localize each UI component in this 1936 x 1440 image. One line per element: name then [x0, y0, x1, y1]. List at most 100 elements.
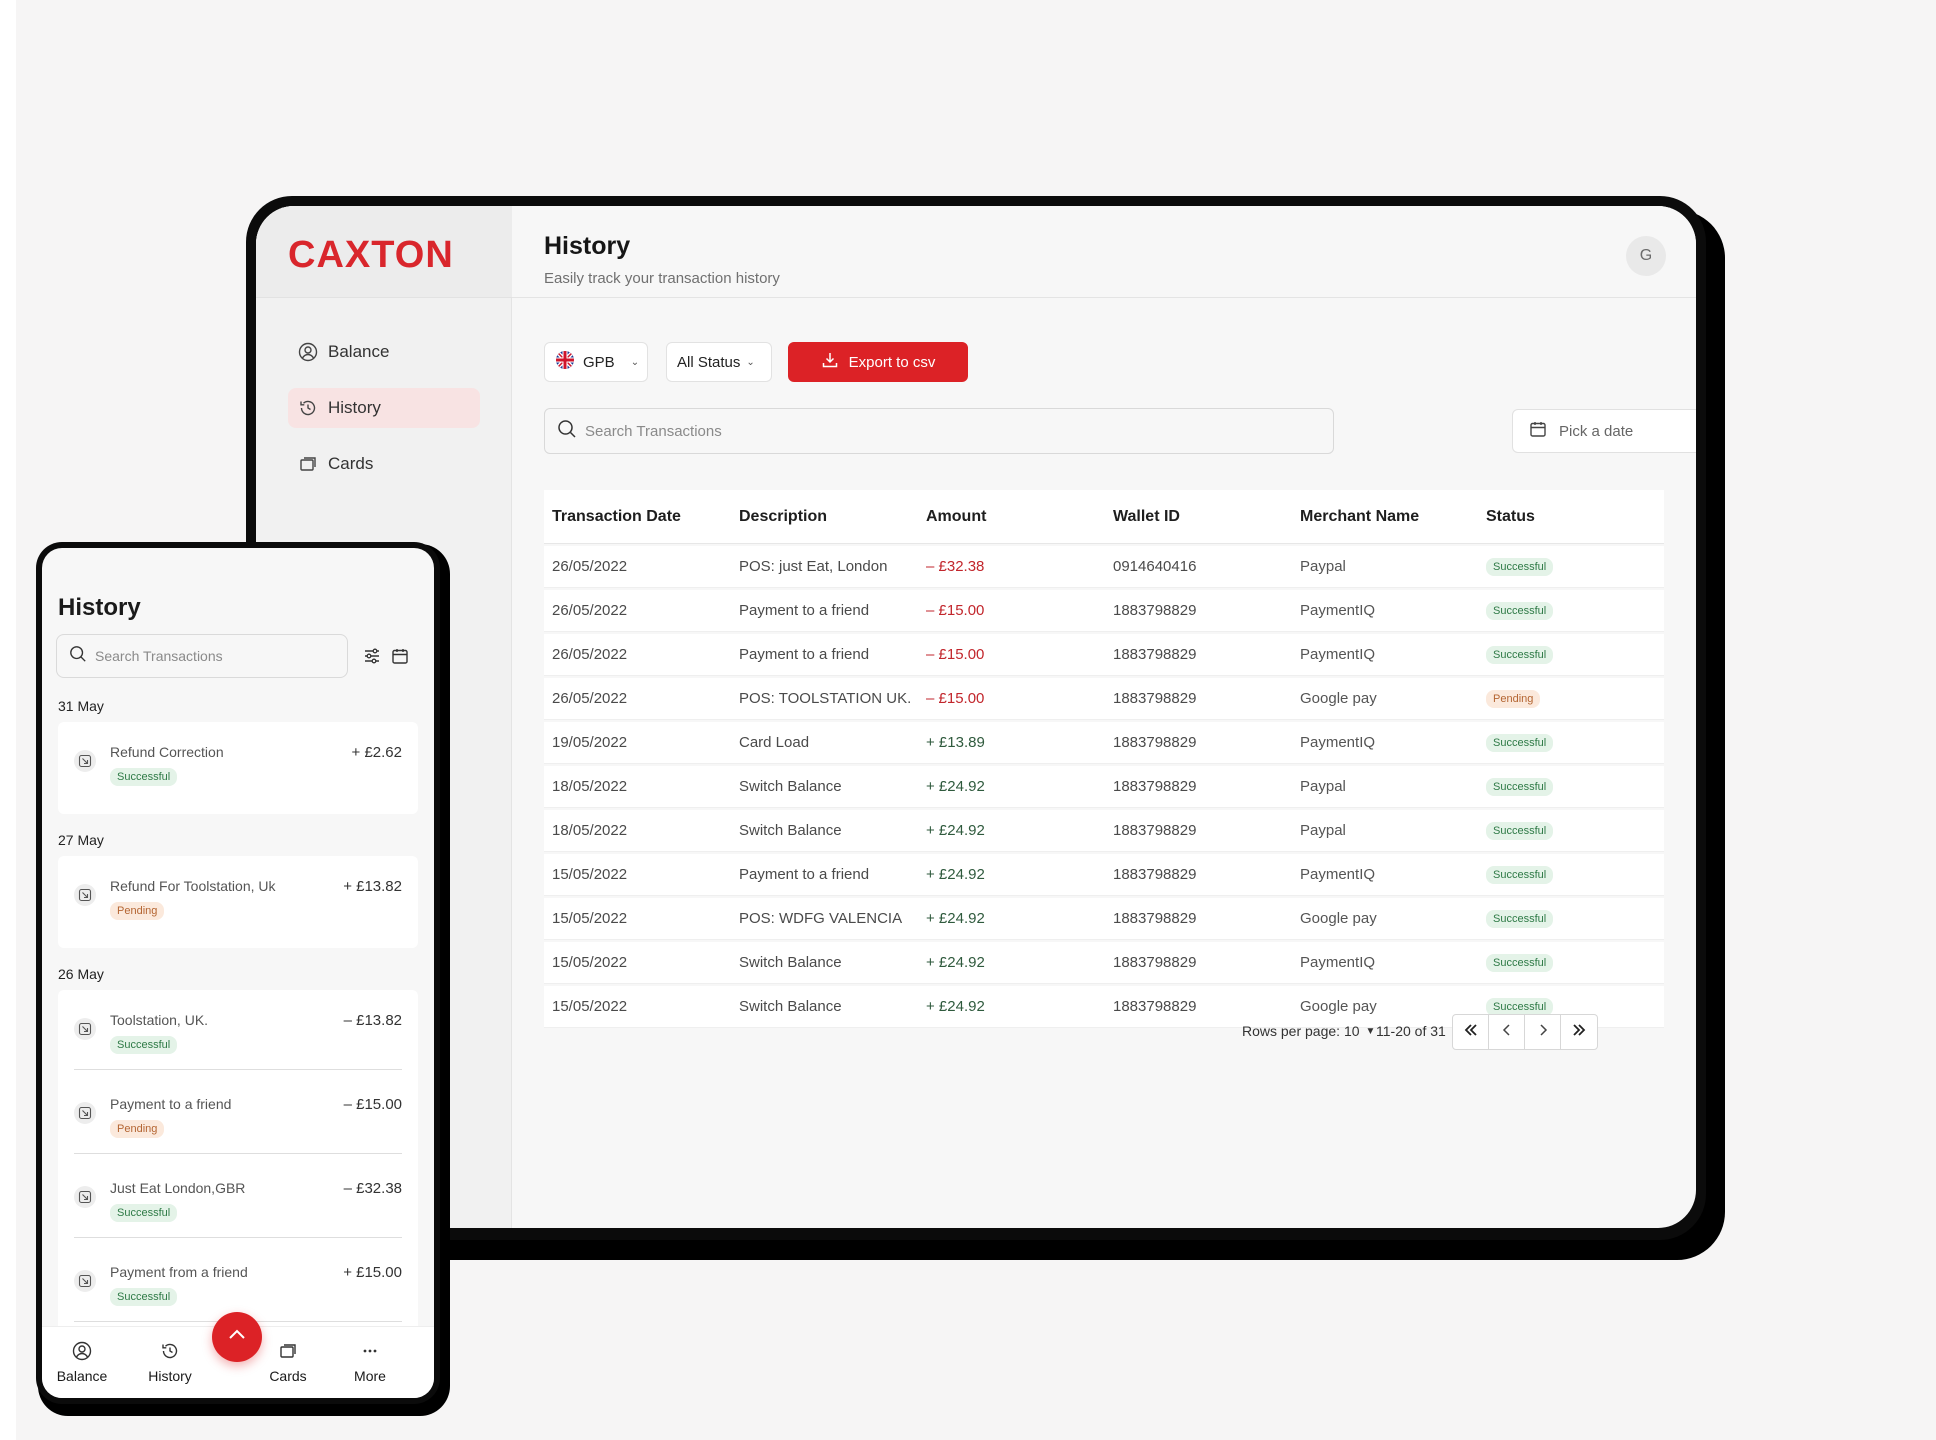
table-row[interactable]: 15/05/2022 Payment to a friend + £24.92 188… — [544, 854, 1664, 896]
tab-history[interactable]: History — [130, 1341, 210, 1384]
status-badge: Successful — [110, 1036, 178, 1054]
cell-description: Switch Balance — [739, 778, 842, 795]
column-header[interactable]: Amount — [926, 507, 987, 525]
table-row[interactable]: 18/05/2022 Switch Balance + £24.92 18837988… — [544, 766, 1664, 808]
search-icon — [69, 645, 87, 668]
cell-wallet-id: 1883798829 — [1113, 998, 1197, 1015]
brand-logo[interactable]: CAXTON — [288, 234, 454, 276]
status-badge: Successful — [1486, 910, 1554, 928]
cell-date: 19/05/2022 — [552, 734, 628, 751]
transaction-amount: – £13.82 — [343, 1012, 402, 1029]
column-header[interactable]: Merchant Name — [1300, 507, 1420, 525]
list-item[interactable]: Payment from a friend + £15.00 Successful — [58, 1242, 418, 1322]
sidebar-item-label: History — [328, 398, 381, 417]
column-header[interactable]: Transaction Date — [552, 507, 681, 525]
status-badge: Successful — [1486, 998, 1554, 1016]
tab-label: Balance — [56, 1368, 108, 1384]
tab-more[interactable]: More — [330, 1341, 410, 1384]
transfer-icon — [74, 884, 96, 906]
table-row[interactable]: 26/05/2022 Payment to a friend – £15.00 188… — [544, 590, 1664, 632]
list-item[interactable]: Payment to a friend – £15.00 Pending — [58, 1074, 418, 1154]
table-row[interactable]: 26/05/2022 Payment to a friend – £15.00 188… — [544, 634, 1664, 676]
transaction-amount: + £15.00 — [343, 1264, 402, 1281]
mobile-page-title: History — [58, 594, 141, 621]
next-page-button[interactable] — [1525, 1015, 1561, 1049]
search-bar — [544, 408, 1334, 454]
cell-wallet-id: 1883798829 — [1113, 866, 1197, 883]
tab-balance[interactable]: Balance — [42, 1341, 122, 1384]
column-header[interactable]: Status — [1486, 507, 1535, 525]
cell-status: Successful — [1478, 821, 1664, 840]
cell-date: 26/05/2022 — [552, 602, 628, 619]
last-page-button[interactable] — [1561, 1015, 1597, 1049]
avatar[interactable]: G — [1626, 236, 1666, 276]
filter-sliders-icon[interactable] — [360, 644, 384, 668]
chevron-down-icon: ⌄ — [746, 356, 755, 368]
transaction-name: Just Eat London,GBR — [110, 1180, 246, 1196]
cell-status: Pending — [1478, 689, 1664, 708]
cell-merchant: Paypal — [1300, 558, 1346, 575]
table-row[interactable]: 15/05/2022 Switch Balance + £24.92 18837988… — [544, 986, 1664, 1028]
calendar-icon[interactable] — [388, 644, 412, 668]
cell-description: Payment to a friend — [739, 646, 870, 663]
cell-description: POS: TOOLSTATION UK. — [739, 690, 912, 707]
cell-merchant: PaymentIQ — [1300, 954, 1376, 971]
sidebar-item-history[interactable]: History — [288, 388, 480, 428]
first-page-button[interactable] — [1453, 1015, 1489, 1049]
page-header: History Easily track your transaction hi… — [512, 206, 1696, 298]
export-csv-button[interactable]: Export to csv — [788, 342, 968, 382]
prev-page-button[interactable] — [1489, 1015, 1525, 1049]
table-row[interactable]: 18/05/2022 Switch Balance + £24.92 18837988… — [544, 810, 1664, 852]
table-row[interactable]: 15/05/2022 Switch Balance + £24.92 18837988… — [544, 942, 1664, 984]
cell-status: Successful — [1478, 953, 1664, 972]
phone-device: History 31 May Refund Correction + £2.62 Su… — [36, 542, 440, 1404]
list-item[interactable]: Toolstation, UK. – £13.82 Successful — [58, 990, 418, 1070]
transfer-icon — [74, 1186, 96, 1208]
table-row[interactable]: 15/05/2022 POS: WDFG VALENCIA + £24.92 1883… — [544, 898, 1664, 940]
column-header[interactable]: Wallet ID — [1113, 507, 1180, 525]
table-row[interactable]: 26/05/2022 POS: just Eat, London – £32.38 0… — [544, 546, 1664, 588]
cell-date: 26/05/2022 — [552, 646, 628, 663]
cell-description: Card Load — [739, 734, 810, 751]
table-row[interactable]: 19/05/2022 Card Load + £13.89 1883798829 Pay… — [544, 722, 1664, 764]
cell-wallet-id: 1883798829 — [1113, 778, 1197, 795]
cell-date: 15/05/2022 — [552, 954, 628, 971]
cell-status: Successful — [1478, 777, 1664, 796]
cell-amount: + £24.92 — [926, 954, 985, 971]
cards-icon — [278, 1341, 298, 1364]
divider — [74, 1153, 402, 1154]
cell-amount: + £24.92 — [926, 866, 985, 883]
history-icon — [298, 398, 318, 418]
mobile-search-input[interactable] — [95, 648, 315, 664]
rows-per-page-select[interactable]: Rows per page: 10 ▼ — [1242, 1023, 1375, 1039]
cards-icon — [298, 454, 318, 474]
double-chevron-left-icon — [1463, 1022, 1479, 1043]
transaction-name: Refund Correction — [110, 744, 224, 760]
currency-select[interactable]: GPB ⌄ — [544, 342, 648, 382]
list-item[interactable]: Refund For Toolstation, Uk + £13.82 Pendin… — [58, 856, 418, 936]
list-item[interactable]: Just Eat London,GBR – £32.38 Successful — [58, 1158, 418, 1238]
status-badge: Pending — [1486, 690, 1541, 708]
cell-merchant: Google pay — [1300, 910, 1377, 927]
date-picker-button[interactable]: Pick a date — [1512, 409, 1696, 453]
mobile-search-bar — [56, 634, 348, 678]
transfer-icon — [74, 1102, 96, 1124]
status-filter-select[interactable]: All Status ⌄ — [666, 342, 772, 382]
main-content: History Easily track your transaction hi… — [512, 206, 1696, 1228]
history-icon — [160, 1341, 180, 1364]
search-input[interactable] — [585, 422, 1285, 440]
chevron-down-icon: ⌄ — [630, 356, 640, 368]
sidebar-item-cards[interactable]: Cards — [288, 444, 480, 484]
table-row[interactable]: 26/05/2022 POS: TOOLSTATION UK. – £15.00 18… — [544, 678, 1664, 720]
cell-merchant: Google pay — [1300, 690, 1377, 707]
double-chevron-right-icon — [1571, 1022, 1587, 1043]
column-header[interactable]: Description — [739, 507, 828, 525]
scroll-up-fab[interactable] — [212, 1312, 262, 1362]
list-item[interactable]: Refund Correction + £2.62 Successful — [58, 722, 418, 802]
status-badge: Pending — [110, 1120, 165, 1138]
tab-cards[interactable]: Cards — [248, 1341, 328, 1384]
cell-wallet-id: 1883798829 — [1113, 734, 1197, 751]
chevron-left-icon — [1499, 1022, 1515, 1043]
chevron-up-icon — [226, 1324, 248, 1351]
sidebar-item-balance[interactable]: Balance — [288, 332, 480, 372]
